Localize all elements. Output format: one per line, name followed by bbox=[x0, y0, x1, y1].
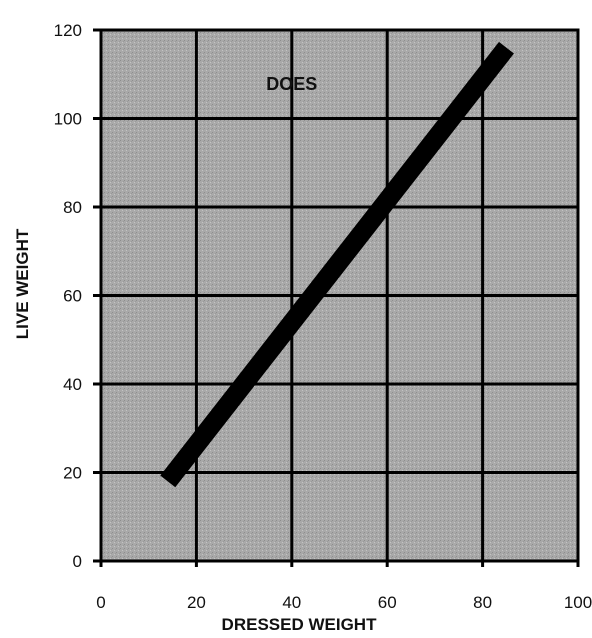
y-tick-label-6: 120 bbox=[54, 21, 82, 40]
y-tick-label-4: 80 bbox=[63, 198, 82, 217]
y-tick-label-0: 0 bbox=[73, 552, 82, 571]
x-tick-label-4: 80 bbox=[473, 593, 492, 612]
x-tick-label-3: 60 bbox=[378, 593, 397, 612]
axes bbox=[99, 28, 580, 563]
series-layer bbox=[160, 41, 514, 488]
x-tick-label-5: 100 bbox=[564, 593, 592, 612]
x-tick-label-0: 0 bbox=[96, 593, 105, 612]
x-tick-label-2: 40 bbox=[282, 593, 301, 612]
y-tick-label-3: 60 bbox=[63, 287, 82, 306]
x-tick-labels: 0 20 40 60 80 100 bbox=[96, 593, 592, 612]
series-line-0 bbox=[160, 41, 514, 488]
y-tick-label-1: 20 bbox=[63, 464, 82, 483]
y-tick-label-2: 40 bbox=[63, 375, 82, 394]
x-tick-label-1: 20 bbox=[187, 593, 206, 612]
annotation-does: DOES bbox=[266, 74, 317, 94]
y-tick-label-5: 100 bbox=[54, 110, 82, 129]
plot-frame bbox=[99, 28, 580, 563]
y-axis-title: LIVE WEIGHT bbox=[13, 228, 32, 339]
y-tick-labels: 0 20 40 60 80 100 120 bbox=[54, 21, 82, 571]
x-axis-title: DRESSED WEIGHT bbox=[222, 615, 378, 634]
